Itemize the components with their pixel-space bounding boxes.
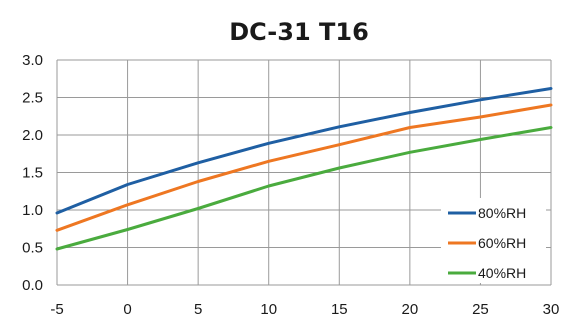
x-tick-label: 5 [194, 301, 202, 318]
legend-label: 60%RH [478, 235, 526, 251]
legend-label: 40%RH [478, 265, 526, 281]
x-tick-label: 25 [472, 301, 489, 318]
y-tick-label: 2.0 [22, 127, 43, 144]
y-tick-label: 3.0 [22, 52, 43, 69]
series-line-60-pct-rh [55, 103, 553, 232]
y-tick-label: 1.0 [22, 202, 43, 219]
legend: 80%RH 60%RH 40%RH [441, 198, 546, 283]
x-tick-label: 30 [543, 301, 560, 318]
y-tick-label: 1.5 [22, 165, 43, 182]
legend-label: 80%RH [478, 205, 526, 221]
x-tick-label: 10 [260, 301, 277, 318]
y-tick-label: 0.0 [22, 277, 43, 294]
series-line-40-pct-rh [55, 126, 553, 251]
x-tick-label: -5 [50, 301, 63, 318]
series-line-80-pct-rh [55, 87, 553, 215]
x-tick-label: 0 [123, 301, 131, 318]
y-tick-label: 0.5 [22, 240, 43, 257]
tick-labels: 0.0 0.5 1.0 1.5 2.0 2.5 3.0 -5 0 5 10 15 20 25 30 [22, 52, 559, 318]
chart-title: DC-31 T16 [229, 18, 369, 46]
series-layer [55, 87, 553, 251]
x-tick-label: 15 [331, 301, 348, 318]
x-tick-label: 20 [402, 301, 419, 318]
y-tick-label: 2.5 [22, 90, 43, 107]
